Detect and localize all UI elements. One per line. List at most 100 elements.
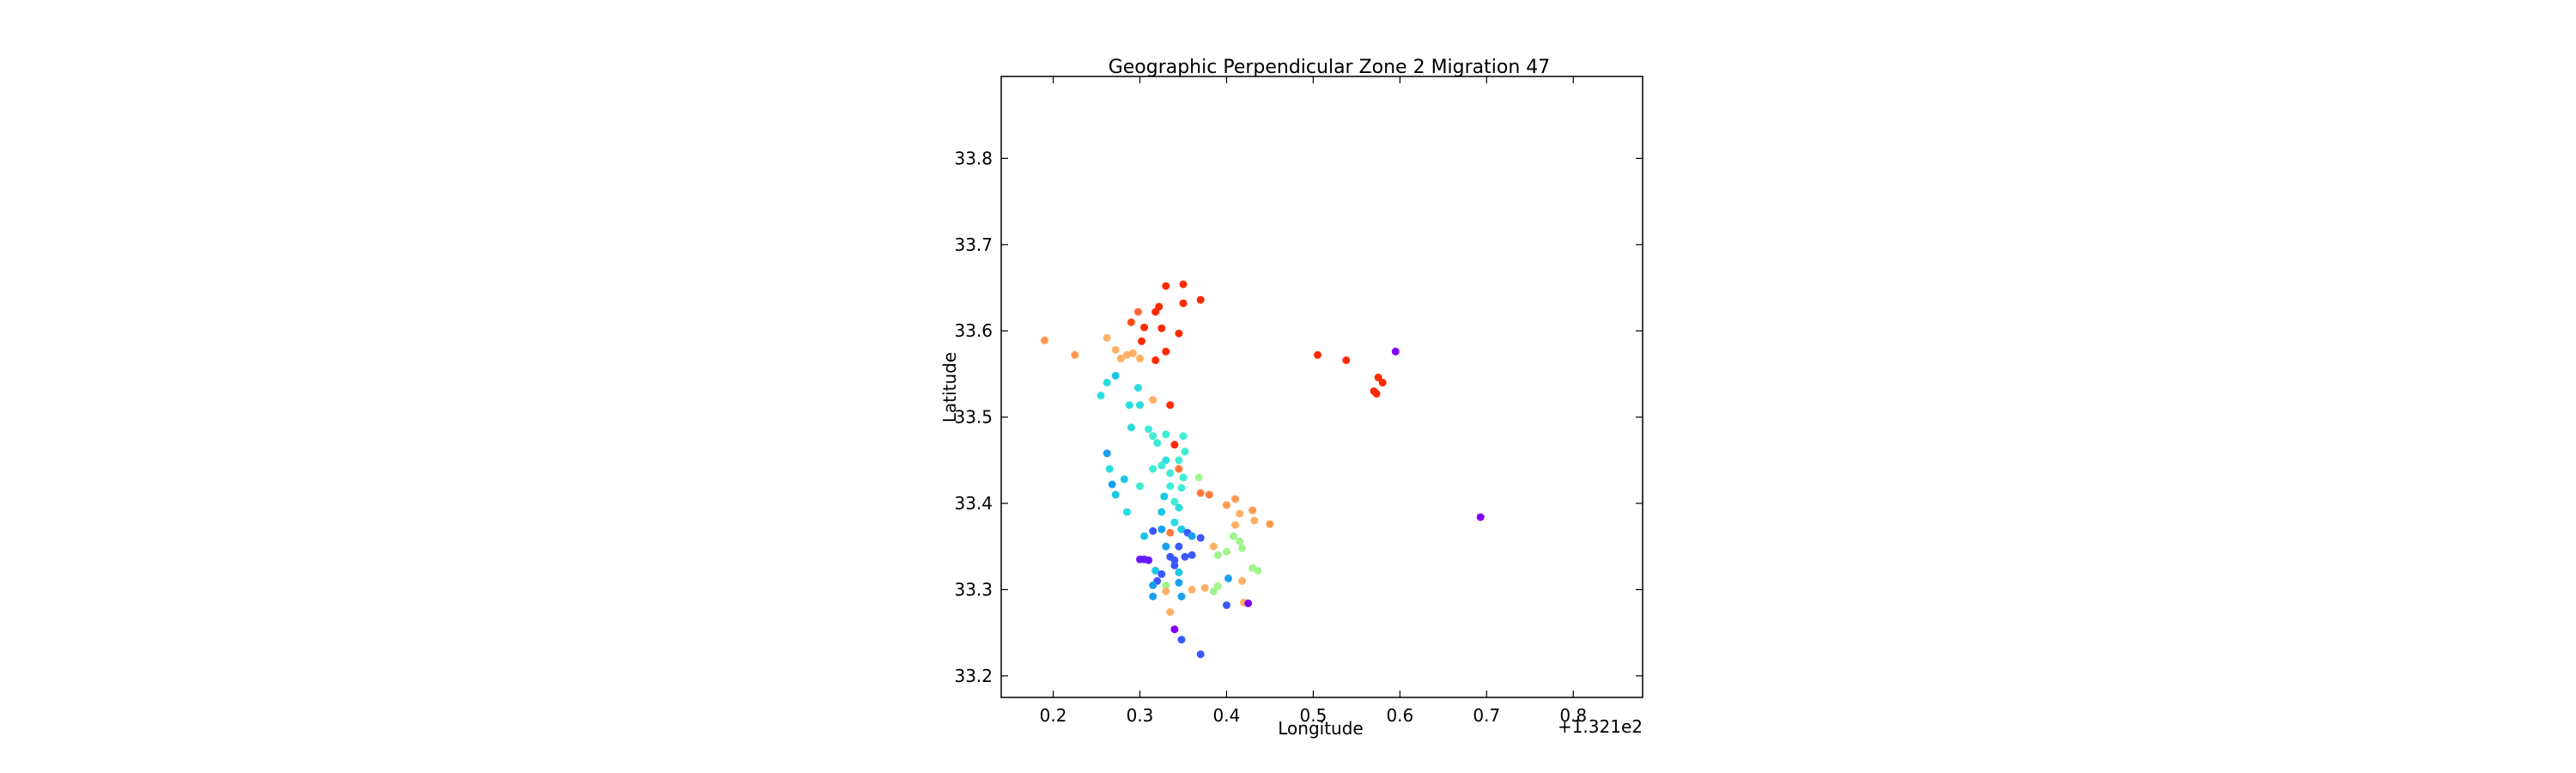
scatter-point [1188,551,1196,559]
scatter-point [1175,503,1183,512]
scatter-point [1236,509,1244,518]
scatter-point [1372,390,1381,398]
scatter-point [1391,347,1400,356]
scatter-point [1179,432,1188,441]
scatter-point [1200,584,1209,592]
scatter-point [1224,574,1232,582]
scatter-point [1122,350,1131,359]
scatter-point [1149,432,1157,441]
plot-frame [1000,76,1643,698]
scatter-point [1136,354,1144,362]
scatter-point [1149,526,1157,535]
scatter-point [1175,542,1183,551]
scatter-point [1157,569,1166,578]
scatter-point [1111,490,1120,499]
scatter-point [1476,513,1485,521]
scatter-point [1116,354,1125,362]
scatter-point [1162,587,1170,595]
scatter-point [1223,547,1230,556]
scatter-point [1145,556,1153,564]
y-tick-label: 33.8 [954,148,993,168]
scatter-point [1138,337,1145,345]
scatter-point [1314,350,1321,359]
scatter-point [1250,516,1259,525]
scatter-point [1157,525,1166,533]
x-tick-label: 0.3 [1127,705,1154,726]
y-axis-label: Latitude [939,352,960,423]
scatter-point [1238,576,1247,585]
scatter-point [1122,508,1131,516]
scatter-point [1136,482,1144,490]
scatter-point [1111,371,1120,380]
scatter-point [1145,425,1153,434]
scatter-point [1103,379,1111,386]
x-tick-label: 0.7 [1473,705,1500,726]
scatter-point [1177,593,1186,600]
scatter-point [1213,582,1222,590]
x-axis-label: Longitude [1278,718,1363,739]
scatter-point [1249,506,1257,514]
scatter-point [1134,384,1142,392]
x-tick-label: 0.5 [1299,705,1327,726]
scatter-point [1177,636,1186,644]
scatter-point [1108,480,1116,489]
scatter-point [1140,323,1149,332]
scatter-point [1266,520,1274,528]
scatter-point [1103,333,1111,342]
scatter-point [1209,542,1218,551]
scatter-point [1128,349,1137,357]
scatter-point [1151,566,1160,575]
scatter-point [1170,497,1179,506]
x-tick-label: 0.6 [1386,705,1413,726]
scatter-point [1041,336,1048,344]
scatter-point [1151,356,1160,364]
scatter-point [1103,449,1111,458]
x-axis: 0.2 0.3 0.4 0.5 0.6 0.7 0.8 [1040,76,1587,726]
scatter-point [1162,430,1170,439]
scatter-point [1188,532,1196,540]
scatter-point [1105,465,1114,473]
scatter-point [1196,650,1205,659]
scatter-point [1177,484,1186,492]
scatter-point [1149,581,1157,589]
scatter-point [1097,392,1105,399]
scatter-point [1162,542,1170,551]
scatter-point [1175,568,1183,576]
scatter-point [1209,587,1218,595]
scatter-point [1160,492,1169,501]
scatter-point [1177,525,1186,533]
scatter-point [1140,532,1149,540]
y-tick-label: 33.6 [954,320,993,341]
chart-title: Geographic Perpendicular Zone 2 Migratio… [1109,57,1551,78]
scatter-point [1125,401,1133,410]
scatter-point [1162,347,1170,356]
scatter-point [1181,552,1189,561]
scatter-point [1162,282,1170,290]
y-tick-label: 33.4 [954,493,993,514]
scatter-point [1213,551,1222,559]
scatter-point [1223,501,1230,509]
scatter-point [1374,374,1382,381]
scatter-point [1205,490,1213,499]
x-tick-label: 0.4 [1213,705,1241,726]
scatter-point [1166,528,1175,537]
scatter-point [1166,401,1175,410]
scatter-point [1120,475,1128,484]
scatter-point [1254,566,1262,575]
scatter-point [1179,280,1188,289]
scatter-point [1166,482,1175,490]
scatter-point [1181,447,1189,456]
y-tick-label: 33.5 [954,407,993,428]
scatter-point [1170,518,1179,526]
scatter-point [1170,561,1179,569]
x-tick-label: 0.8 [1559,705,1587,726]
scatter-point [1179,299,1188,307]
x-tick-label: 0.2 [1040,705,1067,726]
scatter-point [1127,318,1135,326]
scatter-point [1134,307,1142,316]
scatter-point [1194,473,1203,482]
scatter-point [1179,473,1188,482]
data-points [1041,280,1485,659]
scatter-point [1231,520,1240,529]
